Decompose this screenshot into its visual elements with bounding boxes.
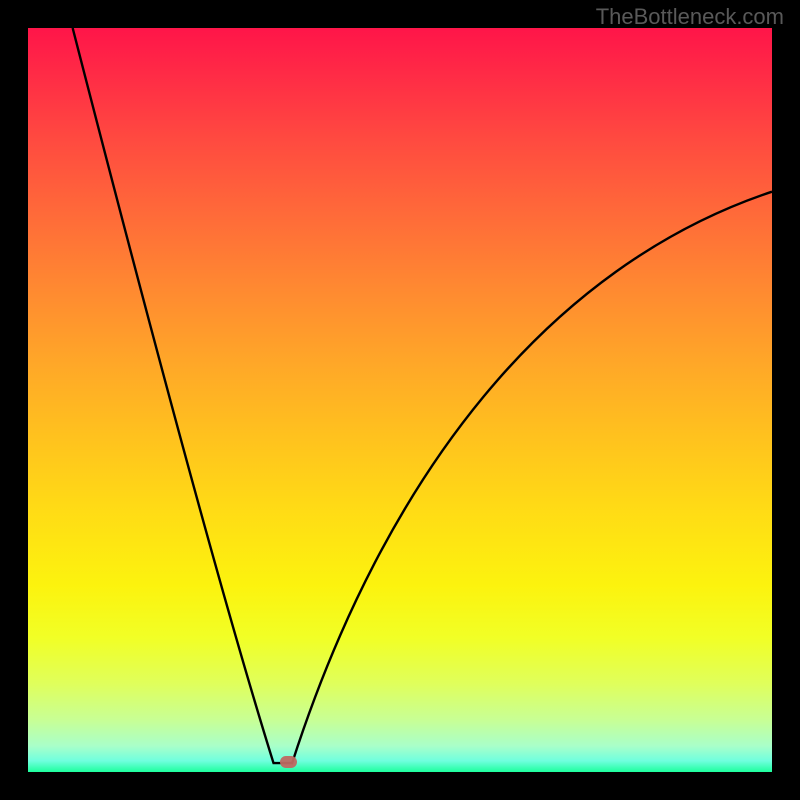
watermark-text: TheBottleneck.com <box>596 4 784 30</box>
chart-canvas: TheBottleneck.com <box>0 0 800 800</box>
optimum-marker <box>280 756 296 768</box>
plot-area <box>28 28 772 772</box>
gradient-background <box>28 28 772 772</box>
